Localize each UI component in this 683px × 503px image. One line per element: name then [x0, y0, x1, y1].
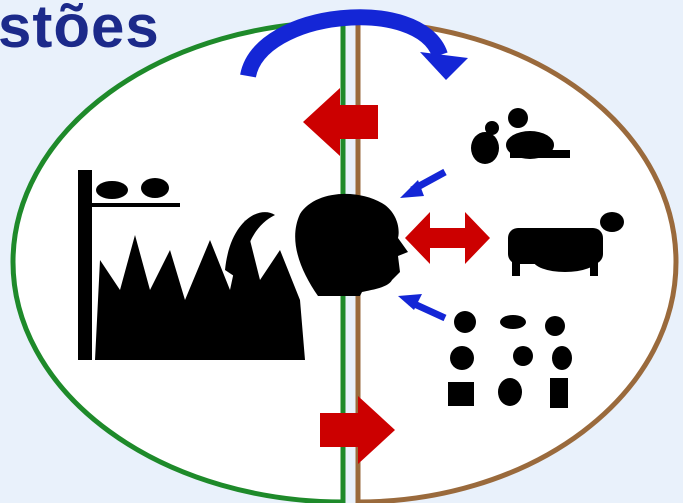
- slide: stões: [0, 0, 683, 503]
- slide-title: stões: [0, 0, 160, 61]
- left-half: [13, 22, 343, 502]
- diagram: [0, 0, 683, 503]
